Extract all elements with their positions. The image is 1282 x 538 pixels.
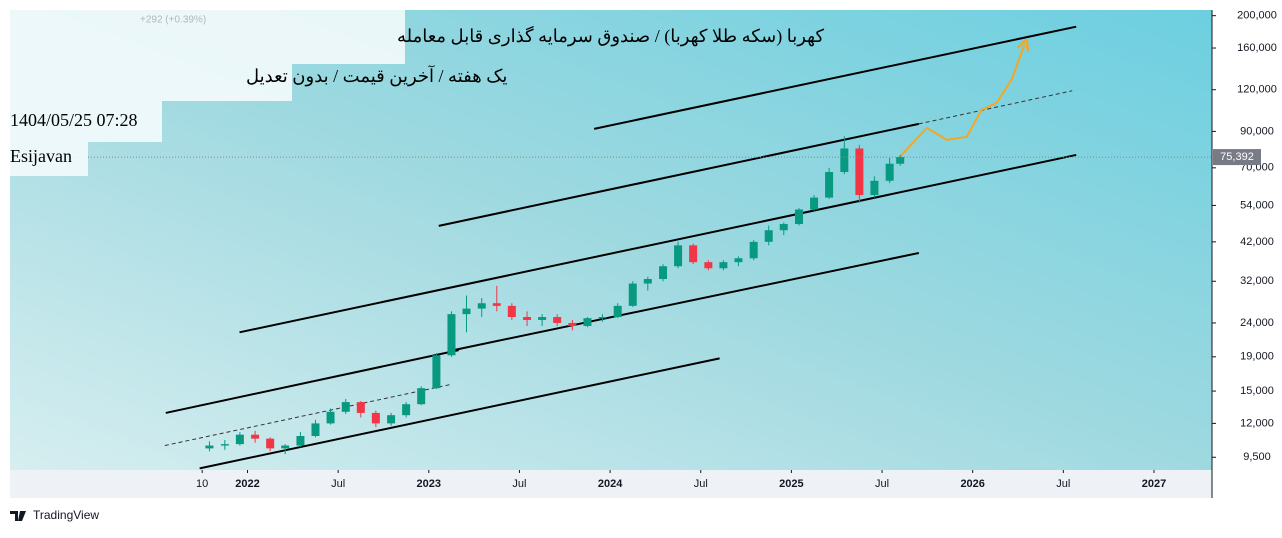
header: +292 (+0.39%) [140, 15, 206, 26]
x-tick-label: 10 [196, 478, 208, 490]
candle-body [674, 245, 683, 267]
x-tick-label: 2022 [235, 478, 259, 490]
brand: TradingView [33, 508, 99, 522]
trend-line [239, 153, 1077, 334]
y-tick-label: 42,000 [1240, 236, 1274, 248]
candle-body [356, 402, 365, 413]
candle-body [896, 157, 905, 164]
last-price-label: 75,392 [1220, 151, 1254, 163]
y-tick-label: 15,000 [1240, 385, 1274, 397]
candle-body [477, 303, 486, 309]
x-tick-label: Jul [694, 478, 708, 490]
y-tick-label: 200,000 [1237, 10, 1277, 22]
candle-body [704, 262, 713, 269]
candle-body [281, 445, 290, 449]
trend-line [165, 349, 459, 414]
candle-body [795, 209, 804, 225]
candle-body [538, 317, 547, 320]
trend-line [593, 25, 1077, 130]
candle-body [885, 163, 894, 181]
trend-line [453, 251, 920, 352]
candle-body [825, 172, 834, 198]
x-tick-label: 2025 [779, 478, 803, 490]
y-tick-label: 90,000 [1240, 125, 1274, 137]
x-tick-label: Jul [512, 478, 526, 490]
candle-body [387, 415, 396, 424]
candle-body [855, 148, 864, 196]
time-axis [10, 470, 1212, 498]
x-tick-label: Jul [1056, 478, 1070, 490]
candle-body [417, 388, 426, 405]
candle-body [749, 241, 758, 259]
author-box [10, 142, 88, 176]
y-tick-label: 54,000 [1240, 199, 1274, 211]
x-tick-label: 2027 [1142, 478, 1166, 490]
candle-body [326, 411, 335, 424]
candle-body [523, 317, 532, 320]
x-tick-label: 2026 [960, 478, 984, 490]
brand-logo [10, 511, 26, 521]
title: کهربا (سکه طلا کهربا) / صندوق سرمایه گذا… [397, 25, 824, 47]
candle-body [296, 436, 305, 446]
candle-body [371, 412, 380, 424]
x-tick-label: Jul [875, 478, 889, 490]
candle-body [432, 355, 441, 389]
candle-body [311, 423, 320, 437]
candle-body [205, 445, 214, 449]
candle-body [447, 314, 456, 356]
timestamp-box [10, 101, 162, 142]
y-tick-label: 120,000 [1237, 84, 1277, 96]
subtitle: یک هفته / آخرین قیمت / بدون تعدیل [246, 65, 507, 87]
y-tick-label: 32,000 [1240, 275, 1274, 287]
candle-body [266, 438, 275, 449]
y-tick-label: 24,000 [1240, 317, 1274, 329]
candle-body [613, 305, 622, 318]
candle-body [659, 266, 668, 280]
candle-body [764, 230, 773, 242]
y-tick-label: 9,500 [1243, 451, 1271, 463]
candle-body [583, 318, 592, 326]
candle-body [810, 197, 819, 210]
candle-body [628, 283, 637, 306]
candle-body [734, 258, 743, 263]
y-tick-label: 12,000 [1240, 417, 1274, 429]
y-tick-label: 160,000 [1237, 42, 1277, 54]
candle-body [462, 308, 471, 315]
last-price-tag [1213, 149, 1261, 166]
candle-body [492, 303, 501, 306]
candle-body [598, 317, 607, 319]
candle-body [402, 404, 411, 416]
candle-body [840, 148, 849, 173]
candle-body [689, 245, 698, 263]
x-tick-label: Jul [331, 478, 345, 490]
candle-body [643, 279, 652, 284]
trend-line [438, 122, 920, 227]
candle-body [235, 434, 244, 445]
candle-body [779, 224, 788, 231]
subtitle-box [10, 64, 292, 101]
candle-body [251, 434, 260, 439]
candle-body [507, 305, 516, 318]
candle-body [341, 402, 350, 412]
y-tick-label: 19,000 [1240, 351, 1274, 363]
candle-body [870, 180, 879, 196]
projection-path [898, 45, 1025, 159]
trend-line [918, 90, 1073, 125]
timestamp: 1404/05/25 07:28 [10, 110, 138, 130]
candle-body [553, 317, 562, 323]
title-box [10, 10, 405, 64]
x-tick-label: 2024 [598, 478, 623, 490]
candle-body [220, 444, 229, 446]
candle-body [719, 262, 728, 269]
x-tick-label: 2023 [417, 478, 441, 490]
candle-body [568, 322, 577, 326]
trend-line [199, 357, 720, 470]
author: Esijavan [10, 146, 72, 166]
